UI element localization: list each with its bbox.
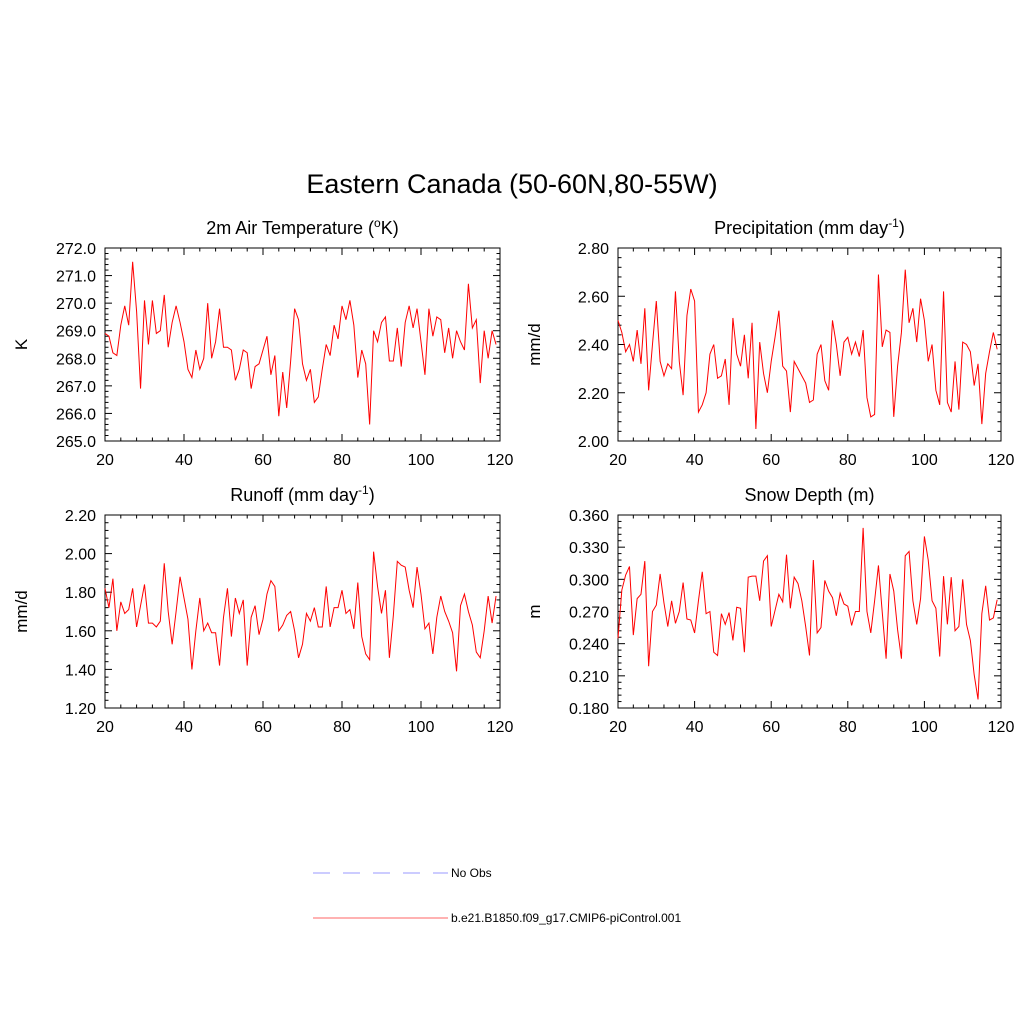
panel-temperature: 20 40 60 80 100 120 265.0 266.0 267.0 268.0 269.0 2… bbox=[12, 216, 513, 469]
y-tick-label: 1.60 bbox=[65, 624, 96, 641]
y-axis-label: mm/d bbox=[12, 590, 31, 633]
x-tick-label: 60 bbox=[254, 452, 272, 469]
x-tick-label: 40 bbox=[175, 452, 193, 469]
x-tick-label: 100 bbox=[911, 452, 938, 469]
plot-frame bbox=[617, 514, 1002, 709]
series-line bbox=[617, 269, 998, 429]
y-tick-label: 2.20 bbox=[65, 508, 96, 525]
y-tick-label: 2.00 bbox=[578, 434, 609, 451]
panel-snow-depth: 20 40 60 80 100 120 0.180 0.210 0.240 0.270 0.300 0… bbox=[525, 485, 1014, 736]
x-tick-label: 120 bbox=[487, 452, 514, 469]
series-line bbox=[104, 551, 497, 672]
y-tick-label: 2.60 bbox=[578, 289, 609, 306]
y-axis-label: K bbox=[12, 338, 31, 350]
plot-frame bbox=[104, 247, 501, 442]
y-tick-label: 272.0 bbox=[56, 241, 96, 258]
y-tick-label: 2.00 bbox=[65, 547, 96, 564]
y-tick-label: 2.20 bbox=[578, 386, 609, 403]
y-tick-label: 1.40 bbox=[65, 662, 96, 679]
x-tick-label: 60 bbox=[254, 719, 272, 736]
y-tick-label: 2.80 bbox=[578, 241, 609, 258]
x-tick-label: 20 bbox=[609, 452, 627, 469]
y-tick-label: 0.300 bbox=[569, 572, 609, 589]
x-tick-label: 40 bbox=[686, 452, 704, 469]
panel-title: Precipitation (mm day-1) bbox=[714, 216, 905, 238]
y-tick-label: 0.180 bbox=[569, 701, 609, 718]
x-tick-label: 100 bbox=[408, 719, 435, 736]
plot-frame bbox=[104, 514, 501, 709]
x-tick-label: 80 bbox=[333, 719, 351, 736]
y-tick-label: 271.0 bbox=[56, 269, 96, 286]
y-tick-label: 1.80 bbox=[65, 585, 96, 602]
series-line bbox=[104, 261, 497, 425]
panel-title: 2m Air Temperature (oK) bbox=[206, 216, 398, 238]
figure-title: Eastern Canada (50-60N,80-55W) bbox=[306, 169, 717, 199]
panel-runoff: 20 40 60 80 100 120 1.20 1.40 1.60 1.80 2.00 2.20 Ru… bbox=[12, 483, 513, 736]
panel-title: Runoff (mm day-1) bbox=[230, 483, 374, 505]
y-tick-label: 0.210 bbox=[569, 669, 609, 686]
y-tick-label: 2.40 bbox=[578, 338, 609, 355]
y-tick-label: 270.0 bbox=[56, 296, 96, 313]
x-tick-label: 80 bbox=[333, 452, 351, 469]
x-tick-label: 80 bbox=[839, 452, 857, 469]
x-tick-label: 120 bbox=[988, 719, 1015, 736]
x-tick-label: 40 bbox=[686, 719, 704, 736]
legend-label-no-obs: No Obs bbox=[451, 866, 492, 880]
legend: No Obs b.e21.B1850.f09_g17.CMIP6-piContr… bbox=[313, 866, 681, 925]
series-line bbox=[617, 527, 998, 700]
x-tick-label: 20 bbox=[609, 719, 627, 736]
x-tick-label: 20 bbox=[96, 719, 114, 736]
y-tick-label: 265.0 bbox=[56, 434, 96, 451]
x-tick-label: 80 bbox=[839, 719, 857, 736]
y-tick-label: 269.0 bbox=[56, 324, 96, 341]
y-tick-label: 0.240 bbox=[569, 637, 609, 654]
y-axis-label: mm/d bbox=[525, 323, 544, 366]
y-tick-label: 268.0 bbox=[56, 351, 96, 368]
y-tick-label: 0.270 bbox=[569, 605, 609, 622]
x-tick-label: 100 bbox=[911, 719, 938, 736]
x-tick-label: 20 bbox=[96, 452, 114, 469]
y-axis-label: m bbox=[525, 604, 544, 618]
panel-precipitation: 20 40 60 80 100 120 2.00 2.20 2.40 2.60 2.80 Precip… bbox=[525, 216, 1014, 469]
panel-title: Snow Depth (m) bbox=[744, 485, 874, 505]
x-tick-label: 40 bbox=[175, 719, 193, 736]
panels: 20 40 60 80 100 120 265.0 266.0 267.0 268.0 269.0 2… bbox=[12, 216, 1014, 736]
x-tick-label: 60 bbox=[762, 452, 780, 469]
x-tick-label: 60 bbox=[762, 719, 780, 736]
y-tick-label: 0.360 bbox=[569, 508, 609, 525]
plot-frame bbox=[617, 247, 1002, 442]
y-tick-label: 266.0 bbox=[56, 406, 96, 423]
x-tick-label: 120 bbox=[487, 719, 514, 736]
legend-label-model: b.e21.B1850.f09_g17.CMIP6-piControl.001 bbox=[451, 911, 681, 925]
y-tick-label: 267.0 bbox=[56, 379, 96, 396]
y-tick-label: 0.330 bbox=[569, 540, 609, 557]
x-tick-label: 120 bbox=[988, 452, 1015, 469]
y-tick-label: 1.20 bbox=[65, 701, 96, 718]
x-tick-label: 100 bbox=[408, 452, 435, 469]
